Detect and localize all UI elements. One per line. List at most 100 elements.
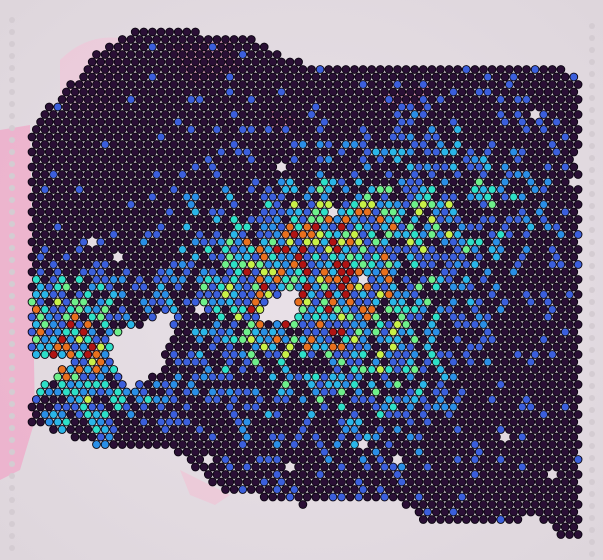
spot bbox=[113, 267, 123, 277]
spot bbox=[556, 290, 566, 299]
spot bbox=[453, 305, 463, 314]
spot bbox=[414, 87, 424, 97]
spot bbox=[113, 387, 123, 397]
spot bbox=[393, 230, 402, 239]
spot bbox=[367, 485, 377, 494]
spot bbox=[199, 312, 209, 322]
spot bbox=[92, 425, 101, 434]
spot bbox=[569, 147, 579, 157]
spot bbox=[492, 87, 501, 97]
spot bbox=[436, 380, 445, 389]
spot bbox=[380, 357, 389, 367]
spot bbox=[268, 177, 278, 187]
spot bbox=[500, 312, 510, 322]
spot bbox=[552, 177, 561, 187]
spot bbox=[143, 440, 153, 449]
spot bbox=[466, 162, 475, 172]
spot bbox=[453, 215, 463, 224]
spot bbox=[393, 110, 402, 119]
spot bbox=[302, 327, 312, 337]
spot bbox=[375, 440, 385, 449]
spot bbox=[461, 515, 471, 524]
spot bbox=[449, 387, 458, 397]
spot bbox=[504, 455, 514, 464]
spot bbox=[281, 155, 291, 164]
spot bbox=[461, 95, 471, 104]
spot bbox=[565, 335, 574, 344]
spot bbox=[307, 155, 316, 164]
spot bbox=[470, 215, 480, 224]
spot bbox=[143, 155, 153, 164]
spot bbox=[255, 395, 265, 404]
spot bbox=[513, 395, 523, 404]
spot bbox=[62, 147, 71, 157]
spot bbox=[74, 95, 84, 104]
spot bbox=[130, 177, 140, 187]
spot bbox=[195, 65, 205, 74]
spot bbox=[259, 342, 269, 352]
spot bbox=[268, 462, 278, 472]
spot bbox=[461, 155, 471, 164]
spot bbox=[302, 462, 312, 472]
spot bbox=[307, 440, 316, 449]
spot bbox=[569, 357, 579, 367]
spot bbox=[216, 432, 226, 442]
spot bbox=[96, 192, 106, 202]
spot bbox=[208, 282, 217, 292]
spot bbox=[294, 417, 303, 427]
spot-grid bbox=[27, 27, 583, 539]
spot bbox=[496, 305, 506, 314]
spot bbox=[66, 140, 76, 149]
spot bbox=[504, 395, 514, 404]
spot bbox=[565, 290, 574, 299]
spot bbox=[212, 365, 222, 374]
spot bbox=[277, 237, 286, 247]
spot bbox=[418, 260, 428, 269]
spot bbox=[195, 320, 205, 329]
spot bbox=[216, 462, 226, 472]
spot bbox=[27, 327, 37, 337]
spot bbox=[466, 327, 475, 337]
spot bbox=[418, 200, 428, 209]
spot bbox=[242, 297, 252, 307]
margin-dot bbox=[589, 539, 595, 545]
spot bbox=[367, 470, 377, 479]
spot bbox=[406, 282, 415, 292]
spot bbox=[547, 215, 557, 224]
spot bbox=[406, 87, 415, 97]
spot bbox=[203, 35, 213, 44]
spot bbox=[569, 252, 579, 262]
spot bbox=[62, 237, 71, 247]
spot bbox=[393, 170, 402, 179]
spot bbox=[195, 80, 205, 89]
spot bbox=[294, 72, 303, 82]
spot bbox=[556, 365, 566, 374]
spot bbox=[388, 477, 398, 487]
spot bbox=[345, 297, 355, 307]
spot bbox=[375, 275, 385, 284]
spot bbox=[70, 237, 80, 247]
spot bbox=[393, 215, 402, 224]
spot bbox=[225, 42, 235, 52]
spot bbox=[470, 365, 480, 374]
spot bbox=[539, 260, 549, 269]
spot bbox=[423, 432, 432, 442]
spot bbox=[375, 305, 385, 314]
spot bbox=[573, 335, 583, 344]
spot bbox=[289, 155, 299, 164]
spot bbox=[315, 440, 325, 449]
spot bbox=[259, 417, 269, 427]
spot bbox=[341, 410, 351, 419]
spot bbox=[117, 290, 127, 299]
spot bbox=[191, 102, 200, 112]
spot bbox=[186, 275, 196, 284]
spot bbox=[44, 312, 54, 322]
spot bbox=[203, 215, 213, 224]
spot bbox=[543, 102, 553, 112]
spot bbox=[31, 395, 41, 404]
spot bbox=[363, 147, 372, 157]
spot bbox=[363, 87, 372, 97]
spot bbox=[251, 417, 260, 427]
spot bbox=[113, 237, 123, 247]
